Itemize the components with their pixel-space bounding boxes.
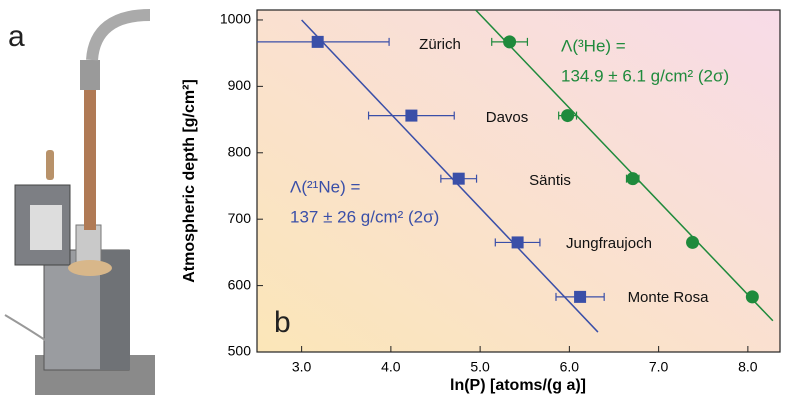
x-tick-label: 6.0 (560, 359, 580, 375)
point (561, 109, 575, 123)
panel-label: a (8, 20, 25, 53)
site-label: Monte Rosa (628, 289, 710, 306)
x-tick-label: 3.0 (292, 359, 312, 375)
x-tick-label: 8.0 (738, 359, 758, 375)
y-tick-label: 700 (228, 210, 252, 226)
point (745, 290, 759, 304)
fit-annotation: Λ(²¹Ne) = (290, 177, 360, 196)
plot-area (256, 9, 781, 353)
site-label: Zürich (419, 36, 461, 53)
y-tick-label: 500 (228, 343, 252, 359)
fit-line (301, 19, 599, 333)
point (511, 236, 524, 249)
point (405, 109, 418, 122)
point (311, 35, 324, 48)
y-tick-label: 900 (228, 77, 252, 93)
point (686, 235, 700, 249)
y-tick-label: 1000 (220, 11, 251, 27)
x-tick-label: 4.0 (381, 359, 401, 375)
site-label: Davos (486, 109, 529, 126)
x-tick-label: 7.0 (649, 359, 669, 375)
y-axis-label: Atmospheric depth [g/cm²] (181, 79, 198, 283)
plot-content (257, 10, 774, 333)
x-tick-label: 5.0 (470, 359, 490, 375)
site-label: Jungfraujoch (566, 235, 652, 252)
apparatus-photo (4, 9, 155, 395)
fit-annotation: 134.9 ± 6.1 g/cm² (2σ) (561, 66, 729, 85)
y-tick-label: 600 (228, 276, 252, 292)
x-axis-label: ln(P) [atoms/(g a)] (450, 377, 586, 394)
point (452, 172, 465, 185)
point (503, 35, 517, 49)
fit-line (475, 10, 774, 322)
point (626, 172, 640, 186)
fit-annotation: Λ(³He) = (561, 36, 626, 55)
fit-annotation: 137 ± 26 g/cm² (2σ) (290, 207, 439, 226)
site-label: Säntis (529, 172, 571, 189)
point (574, 290, 587, 303)
y-tick-label: 800 (228, 143, 252, 159)
panel-label: b (274, 306, 291, 339)
